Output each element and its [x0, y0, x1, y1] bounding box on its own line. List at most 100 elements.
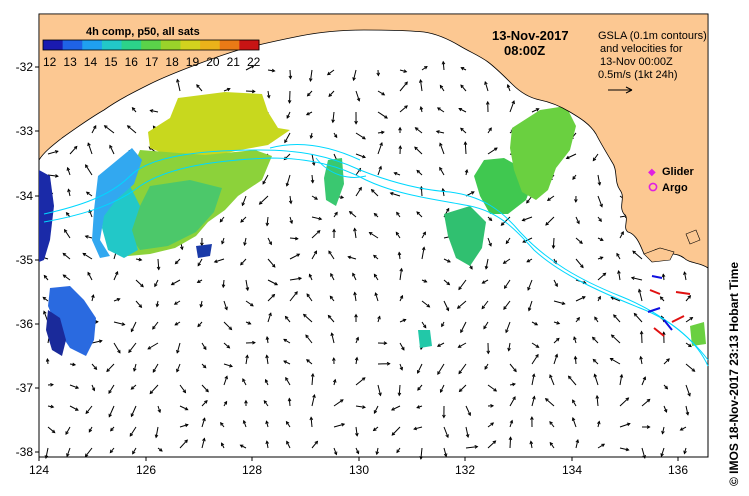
- velocity-arrow: [87, 142, 93, 155]
- velocity-arrow: [420, 447, 423, 459]
- velocity-arrow: [179, 439, 188, 449]
- velocity-arrow-head: [522, 239, 527, 243]
- velocity-arrow: [223, 342, 230, 349]
- velocity-arrow: [640, 356, 643, 365]
- velocity-arrow-head: [422, 231, 426, 236]
- velocity-arrow-head: [574, 199, 578, 203]
- velocity-arrow: [575, 439, 579, 449]
- velocity-arrow-head: [63, 228, 68, 233]
- velocity-arrow-head: [306, 92, 311, 97]
- x-tick-label: 134: [562, 463, 582, 477]
- velocity-arrow-head: [42, 296, 47, 301]
- colorbar-title: 4h comp, p50, all sats: [86, 26, 200, 38]
- sst-patches: [39, 92, 706, 356]
- velocity-arrow-head: [329, 295, 334, 300]
- velocity-arrow-head: [121, 322, 126, 326]
- velocity-arrow-head: [436, 107, 441, 111]
- velocity-arrow-head: [368, 231, 373, 236]
- velocity-arrow: [610, 357, 621, 365]
- velocity-arrow: [437, 363, 445, 375]
- velocity-arrow: [242, 378, 247, 386]
- velocity-arrow-head: [328, 93, 333, 98]
- velocity-arrow-head: [44, 455, 49, 460]
- velocity-arrow: [680, 426, 687, 431]
- velocity-arrow-head: [441, 187, 446, 192]
- velocity-arrow: [553, 337, 560, 344]
- velocity-arrow: [285, 316, 291, 323]
- velocity-arrow-head: [503, 306, 507, 310]
- velocity-arrow: [399, 295, 404, 302]
- velocity-arrow-head: [334, 211, 338, 216]
- velocity-arrow: [421, 321, 427, 329]
- sst-patch-tiny-2: [196, 244, 212, 258]
- velocity-arrow: [240, 216, 247, 223]
- velocity-arrow: [353, 69, 357, 81]
- velocity-arrow: [267, 294, 275, 302]
- y-tick-label: -33: [16, 124, 34, 138]
- velocity-arrow-head: [91, 387, 96, 392]
- velocity-arrow-head: [72, 362, 77, 367]
- velocity-arrow: [417, 363, 423, 374]
- x-tick-label: 126: [136, 463, 156, 477]
- velocity-arrow-head: [601, 443, 606, 448]
- velocity-arrow-head: [414, 127, 419, 131]
- sst-patch-west-edge: [39, 170, 54, 262]
- velocity-arrow: [371, 189, 379, 197]
- velocity-arrow-head: [445, 207, 450, 212]
- velocity-arrow: [311, 394, 316, 407]
- velocity-arrow-head: [416, 169, 421, 174]
- velocity-arrow-head: [507, 347, 511, 352]
- colorbar-swatch: [62, 40, 83, 50]
- velocity-arrow: [156, 300, 159, 307]
- glider-track-red-1: [649, 289, 661, 295]
- x-tick-label: 130: [349, 463, 369, 477]
- velocity-arrow: [311, 373, 314, 386]
- velocity-arrow-head: [549, 374, 553, 379]
- velocity-arrow-head: [599, 237, 604, 241]
- velocity-arrow-head: [132, 450, 136, 455]
- velocity-arrow: [509, 100, 515, 113]
- velocity-arrow: [439, 143, 445, 155]
- velocity-arrow-head: [265, 222, 270, 227]
- velocity-arrow-head: [312, 394, 316, 398]
- velocity-arrow: [355, 405, 366, 408]
- velocity-arrow: [176, 79, 181, 92]
- velocity-arrow-head: [196, 84, 200, 88]
- velocity-arrow-head: [679, 427, 684, 431]
- velocity-arrow-head: [268, 312, 272, 317]
- velocity-arrow-head: [106, 368, 110, 373]
- velocity-arrow: [619, 374, 623, 386]
- velocity-arrow: [641, 376, 646, 386]
- velocity-arrow-head: [460, 329, 464, 334]
- velocity-arrow: [66, 447, 71, 457]
- velocity-arrow-head: [447, 259, 451, 263]
- velocity-arrow-head: [333, 134, 338, 139]
- velocity-arrow: [200, 300, 203, 308]
- velocity-arrow: [685, 405, 689, 415]
- velocity-arrow: [286, 111, 291, 119]
- velocity-arrow-head: [339, 399, 344, 403]
- velocity-arrow: [240, 444, 247, 449]
- velocity-arrow: [531, 108, 540, 113]
- velocity-arrow-head: [296, 253, 301, 257]
- velocity-arrow-head: [663, 408, 668, 413]
- velocity-arrow-head: [393, 171, 398, 176]
- velocity-arrow-head: [470, 191, 475, 195]
- velocity-arrow-head: [439, 84, 444, 89]
- velocity-arrow-head: [66, 453, 70, 458]
- velocity-arrow: [531, 342, 539, 348]
- velocity-arrow: [223, 88, 231, 92]
- velocity-arrow-head: [55, 174, 59, 178]
- velocity-arrow: [265, 421, 269, 428]
- velocity-arrow-head: [85, 410, 90, 415]
- velocity-arrow-head: [184, 406, 189, 411]
- velocity-arrow: [482, 279, 489, 284]
- velocity-arrow: [130, 384, 137, 390]
- velocity-arrow: [154, 279, 159, 287]
- velocity-arrow: [373, 274, 379, 281]
- velocity-arrow-head: [184, 423, 189, 428]
- velocity-arrow: [127, 125, 137, 134]
- velocity-arrow: [69, 146, 78, 155]
- velocity-arrow-head: [176, 78, 180, 83]
- velocity-arrow-head: [149, 109, 154, 113]
